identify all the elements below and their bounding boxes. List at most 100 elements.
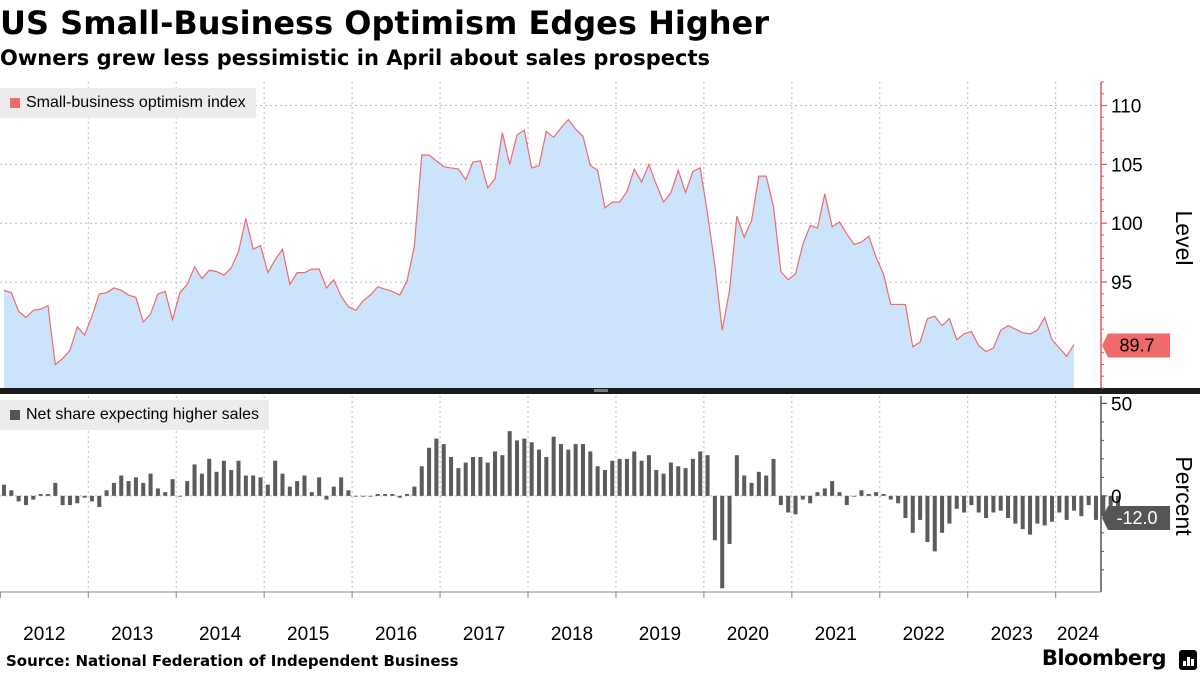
- sales-bar: [727, 495, 732, 544]
- legend-optimism: Small-business optimism index: [0, 88, 256, 118]
- chart-ticks: 95 100 105 110 0 50 Level Percent 2012 2013 2014 20…: [23, 97, 1197, 645]
- x-tick-label: 2018: [551, 624, 593, 645]
- sales-bar: [192, 464, 197, 496]
- sales-bar: [67, 495, 72, 506]
- sales-bar: [962, 495, 967, 513]
- sales-bar: [1079, 495, 1084, 517]
- sales-bar: [514, 440, 520, 496]
- last-value-bottom: -12.0: [1116, 508, 1157, 528]
- sales-bar: [273, 460, 278, 496]
- sales-bar: [522, 438, 527, 496]
- sales-bar: [419, 466, 424, 496]
- sales-bar: [558, 444, 564, 496]
- sales-bar: [353, 495, 358, 497]
- x-tick-label: 2015: [287, 624, 329, 645]
- sales-bar: [617, 458, 622, 496]
- sales-bar: [866, 494, 871, 496]
- sales-bar: [918, 495, 923, 520]
- sales-bar: [485, 462, 490, 496]
- sales-bar: [690, 458, 695, 496]
- sales-bar: [390, 494, 395, 496]
- sales-bar: [214, 471, 219, 496]
- sales-bar: [991, 495, 996, 513]
- sales-bar: [903, 495, 908, 519]
- sales-bar: [141, 482, 146, 496]
- chart-title: US Small-Business Optimism Edges Higher: [0, 4, 769, 42]
- x-tick-label: 2017: [463, 624, 505, 645]
- y-tick-label: 110: [1111, 97, 1141, 118]
- sales-bar: [221, 460, 226, 496]
- sales-bar: [859, 490, 864, 496]
- sales-bar: [954, 495, 959, 509]
- sales-bar: [852, 495, 857, 497]
- sales-bar-plot: [1, 431, 1120, 589]
- sales-bar: [874, 492, 879, 496]
- sales-bar: [9, 490, 14, 496]
- sales-bar: [295, 481, 300, 496]
- sales-bar: [155, 488, 160, 496]
- sales-bar: [331, 486, 336, 496]
- chart-subtitle: Owners grew less pessimistic in April ab…: [0, 46, 710, 70]
- sales-bar: [53, 482, 58, 496]
- sales-bar: [1020, 495, 1025, 530]
- sales-bar: [456, 468, 461, 496]
- legend-label-sales: Net share expecting higher sales: [26, 406, 260, 423]
- sales-bar: [683, 468, 688, 496]
- sales-bar: [1086, 495, 1091, 506]
- sales-bar: [668, 462, 673, 496]
- sales-bar: [434, 438, 439, 496]
- sales-bar: [888, 495, 893, 500]
- sales-bar: [251, 475, 256, 496]
- sales-bar: [925, 495, 930, 543]
- sales-bar: [639, 460, 644, 496]
- y-axis-title-top: Level: [1171, 211, 1197, 266]
- sales-bar: [427, 447, 432, 496]
- sales-bar: [133, 477, 138, 496]
- x-tick-label: 2021: [815, 624, 857, 645]
- sales-bar: [1057, 495, 1062, 513]
- sales-bar: [1049, 495, 1055, 522]
- sales-bar: [544, 457, 549, 496]
- chart-area: 95 100 105 110 0 50 Level Percent 2012 2013 2014 20…: [0, 81, 1200, 645]
- sales-bar: [236, 460, 241, 496]
- sales-bar: [38, 494, 43, 496]
- y-tick-label: 0: [1111, 487, 1122, 508]
- last-value-bottom-box: [1102, 506, 1170, 531]
- sales-bar: [734, 455, 739, 496]
- sales-bar: [258, 477, 263, 496]
- sales-bar: [771, 458, 776, 496]
- sales-bar: [375, 494, 380, 496]
- sales-bar: [712, 495, 717, 541]
- sales-bar: [243, 475, 248, 496]
- sales-bar: [346, 490, 351, 496]
- brand-logo: Bloomberg: [1041, 646, 1167, 670]
- sales-bar: [705, 455, 710, 496]
- sales-bar: [317, 477, 322, 496]
- optimism-area-plot: [3, 118, 1075, 388]
- sales-bar: [837, 492, 842, 496]
- sales-bar: [441, 444, 446, 496]
- x-tick-label: 2023: [991, 624, 1033, 645]
- sales-bar: [742, 475, 747, 496]
- sales-bar: [822, 488, 827, 496]
- sales-bar: [287, 486, 292, 496]
- x-tick-label: 2016: [375, 624, 417, 645]
- sales-bar: [148, 473, 153, 496]
- x-tick-label: 2019: [639, 624, 681, 645]
- sales-bar: [646, 455, 651, 496]
- sales-bar: [412, 486, 417, 496]
- sales-bar: [97, 495, 102, 507]
- sales-bar: [1064, 495, 1069, 520]
- sales-bar: [808, 495, 813, 504]
- sales-bar: [969, 495, 974, 506]
- x-tick-label: 2013: [111, 624, 153, 645]
- sales-bar: [1071, 495, 1077, 511]
- legend-swatch-optimism: [10, 98, 20, 108]
- x-tick-label: 2014: [199, 624, 242, 645]
- last-value-top: 89.7: [1119, 335, 1154, 355]
- sales-bar: [940, 495, 945, 533]
- sales-bar: [764, 475, 769, 496]
- sales-bar: [199, 473, 204, 496]
- sales-bar: [361, 495, 366, 497]
- bottom-panel-grid: [0, 396, 1100, 592]
